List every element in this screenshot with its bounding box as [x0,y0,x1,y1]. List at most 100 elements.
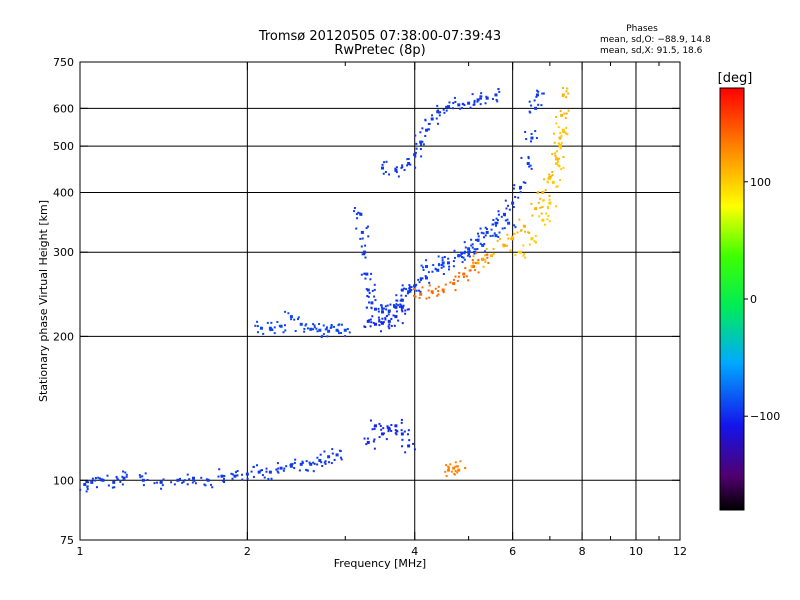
data-point [377,307,380,310]
data-point [382,307,385,310]
data-point [535,241,538,244]
data-point [445,464,448,467]
data-point [555,205,558,208]
data-point [471,265,475,269]
data-point [531,237,534,240]
data-point [353,210,356,213]
data-point [401,310,404,313]
data-point [522,244,525,247]
data-point [312,323,315,326]
data-point [414,166,417,169]
data-point [365,288,368,291]
trace-O [380,87,501,178]
phases-heading: Phases [626,24,658,34]
data-point [468,269,471,272]
data-point [294,458,297,461]
data-point [543,223,546,226]
data-point [557,142,560,145]
data-point [494,221,498,225]
data-point [482,232,485,235]
data-point [430,290,434,294]
data-point [395,433,398,436]
data-point [395,294,398,297]
data-point [388,173,391,176]
y-tick-label: 200 [53,330,74,343]
data-point [399,299,402,302]
trace-O [363,418,416,454]
data-point [121,483,124,486]
data-point [506,218,509,221]
data-point [305,323,308,326]
data-point [497,235,500,238]
data-point [304,324,307,327]
data-point [511,237,515,241]
data-point [284,310,287,313]
data-point [492,219,495,222]
y-tick-label: 100 [53,474,74,487]
data-point [309,327,313,331]
data-point [483,236,486,239]
data-point [325,326,328,329]
data-point [530,136,534,140]
data-point [313,324,316,327]
data-point [496,100,499,103]
data-point [365,227,368,230]
data-point [414,134,417,137]
data-point [277,467,280,470]
data-point [469,269,472,272]
data-point [357,211,360,214]
data-point [141,478,145,482]
data-point [546,218,549,221]
data-point [335,328,339,332]
data-point [470,265,473,268]
data-point [301,460,304,463]
data-point [364,326,367,329]
data-point [400,429,403,432]
data-point [146,478,149,481]
data-point [324,460,327,463]
data-point [459,254,462,257]
data-point [560,168,563,171]
data-point [419,292,423,296]
x-tick-label: 12 [673,545,687,558]
data-point [385,315,388,318]
data-point [290,315,293,318]
data-point [530,132,533,135]
data-point [373,295,376,298]
data-point [395,166,398,169]
data-point [565,112,568,115]
data-point [404,309,407,312]
data-point [463,104,466,107]
data-point [265,470,268,473]
data-point [125,475,128,478]
data-point [566,87,569,90]
data-point [339,456,342,459]
data-point [323,461,326,464]
data-point [513,232,516,235]
data-point [540,212,543,215]
data-point [462,102,465,105]
data-point [482,265,485,268]
data-point [380,310,384,314]
data-point [467,279,470,282]
data-point [401,166,404,169]
data-point [406,158,409,161]
data-point [210,483,213,486]
data-point [485,230,489,234]
data-point [551,180,555,184]
data-point [440,264,443,267]
data-point [330,324,333,327]
data-point [276,321,279,324]
data-point [477,235,480,238]
data-point [528,231,531,234]
data-point [431,270,434,273]
data-point [191,476,195,480]
data-point [543,178,546,181]
data-point [356,217,359,220]
data-point [170,481,173,484]
data-point [512,206,515,209]
data-point [220,474,224,478]
data-point [101,478,105,482]
data-point [523,252,526,255]
data-point [387,313,390,316]
